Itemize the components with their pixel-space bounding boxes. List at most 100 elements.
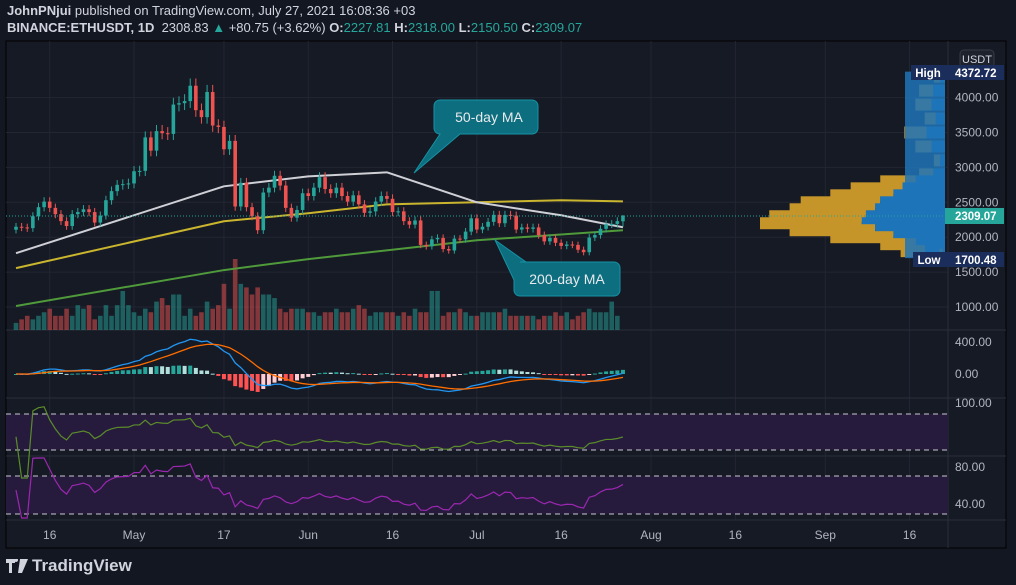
candle-up bbox=[480, 226, 485, 230]
volume-bar bbox=[502, 308, 508, 330]
macd-histogram-bar bbox=[592, 373, 597, 375]
macd-histogram-bar bbox=[98, 374, 103, 375]
candle-up bbox=[351, 195, 355, 202]
macd-histogram-bar bbox=[143, 367, 148, 374]
signal-line bbox=[15, 343, 624, 390]
volume-bar bbox=[103, 305, 109, 330]
volume-bar bbox=[379, 312, 384, 330]
candle-up bbox=[14, 226, 18, 230]
candle-down bbox=[407, 221, 412, 225]
price-change: +80.75 (+3.62%) bbox=[228, 20, 326, 35]
volume-bar bbox=[412, 308, 418, 330]
price-tick-label: 2500.00 bbox=[955, 195, 999, 209]
candle-up bbox=[368, 211, 372, 213]
time-tick-label: 16 bbox=[43, 528, 57, 542]
volume-bar bbox=[210, 308, 215, 330]
candle-up bbox=[120, 184, 125, 186]
tradingview-logo[interactable]: TradingView bbox=[6, 556, 132, 576]
volume-bar bbox=[536, 319, 541, 330]
candle-down bbox=[525, 227, 530, 229]
macd-histogram-bar bbox=[311, 374, 316, 376]
macd-histogram-bar bbox=[609, 370, 614, 374]
oscillator-bands bbox=[6, 413, 948, 515]
price-tick-label: 2000.00 bbox=[955, 230, 999, 244]
macd-histogram-bar bbox=[64, 373, 69, 375]
volume-bar bbox=[238, 283, 244, 330]
candle-up bbox=[182, 101, 187, 104]
candle-up bbox=[109, 191, 114, 201]
macd-histogram-bar bbox=[390, 373, 395, 375]
candle-up bbox=[531, 227, 535, 229]
volume-bar bbox=[86, 305, 92, 330]
candle-up bbox=[548, 237, 552, 242]
candle-up bbox=[31, 216, 35, 229]
author[interactable]: JohnPNjui bbox=[7, 3, 72, 18]
volume-bar bbox=[131, 312, 137, 330]
volume-bar bbox=[272, 298, 277, 330]
volume-bar bbox=[339, 312, 345, 330]
candle-up bbox=[396, 211, 400, 213]
macd-histogram-bar bbox=[418, 374, 423, 378]
volume-bar bbox=[221, 283, 227, 330]
volume-bar bbox=[491, 312, 496, 330]
time-axis[interactable]: 16 May 17 Jun 16 Jul 16 Aug 16 Sep 16 bbox=[43, 528, 917, 542]
volume-bar bbox=[41, 312, 47, 330]
candle-up bbox=[188, 85, 193, 102]
volume-bar bbox=[266, 294, 272, 330]
candle-down bbox=[278, 175, 282, 186]
volume-bar bbox=[362, 308, 367, 330]
candle-down bbox=[328, 189, 333, 194]
macd-histogram-bar bbox=[508, 369, 513, 374]
macd-histogram-bar bbox=[351, 373, 356, 375]
brand-name: TradingView bbox=[32, 556, 132, 575]
candle-up bbox=[317, 177, 322, 188]
macd-histogram-bar bbox=[615, 370, 620, 374]
volume-bar bbox=[120, 290, 126, 330]
volume-bar bbox=[137, 315, 142, 330]
macd-histogram-bar bbox=[407, 374, 412, 376]
volume-bar bbox=[474, 315, 480, 330]
tradingview-logo-icon bbox=[6, 559, 28, 573]
candle-up bbox=[312, 187, 316, 197]
volume-bar bbox=[81, 308, 86, 330]
macd-histogram-bar bbox=[384, 373, 389, 375]
macd-histogram-bar bbox=[182, 365, 187, 374]
macd-histogram-bar bbox=[553, 374, 558, 375]
candle-down bbox=[323, 177, 327, 190]
macd-histogram-bar bbox=[216, 374, 221, 376]
macd-histogram-bar bbox=[132, 369, 137, 374]
macd-histogram-bar bbox=[379, 373, 384, 375]
macd-histogram-bar bbox=[210, 373, 215, 375]
high-price: 4372.72 bbox=[955, 68, 997, 80]
current-price: 2309.07 bbox=[955, 211, 997, 223]
volume-bar bbox=[530, 315, 536, 330]
volume-bar bbox=[249, 294, 255, 330]
macd-tick-label: 400.00 bbox=[955, 335, 992, 349]
price-tick-label: 4000.00 bbox=[955, 91, 999, 105]
macd-histogram-bar bbox=[469, 371, 474, 374]
macd-histogram-bar bbox=[536, 373, 541, 375]
time-tick-label: 16 bbox=[386, 528, 400, 542]
symbol[interactable]: BINANCE:ETHUSDT, 1D bbox=[7, 20, 155, 35]
last-price: 2308.83 bbox=[161, 20, 209, 35]
macd-histogram-bar bbox=[491, 369, 496, 374]
volume-bar bbox=[508, 315, 513, 330]
low-tag: Low bbox=[918, 255, 941, 267]
time-tick-label: 16 bbox=[903, 528, 917, 542]
currency-button[interactable]: USDT bbox=[959, 49, 995, 69]
time-tick-label: Sep bbox=[815, 528, 837, 542]
macd-histogram-bar bbox=[474, 371, 479, 374]
macd-histogram-bar bbox=[525, 371, 530, 374]
callout-200-day-ma: 200-day MA bbox=[493, 238, 621, 297]
macd-histogram-bar bbox=[283, 374, 288, 381]
price-tick-label: 1500.00 bbox=[955, 265, 999, 279]
candle-down bbox=[553, 237, 558, 243]
time-tick-label: 17 bbox=[217, 528, 231, 542]
candle-down bbox=[194, 85, 198, 111]
macd-histogram-bar bbox=[559, 374, 564, 376]
volume-bar bbox=[53, 315, 58, 330]
candle-up bbox=[132, 171, 136, 184]
macd-histogram-bar bbox=[564, 374, 569, 376]
price-axis[interactable]: 4000.00 3500.00 3000.00 2500.00 2000.00 1500.… bbox=[955, 91, 999, 511]
